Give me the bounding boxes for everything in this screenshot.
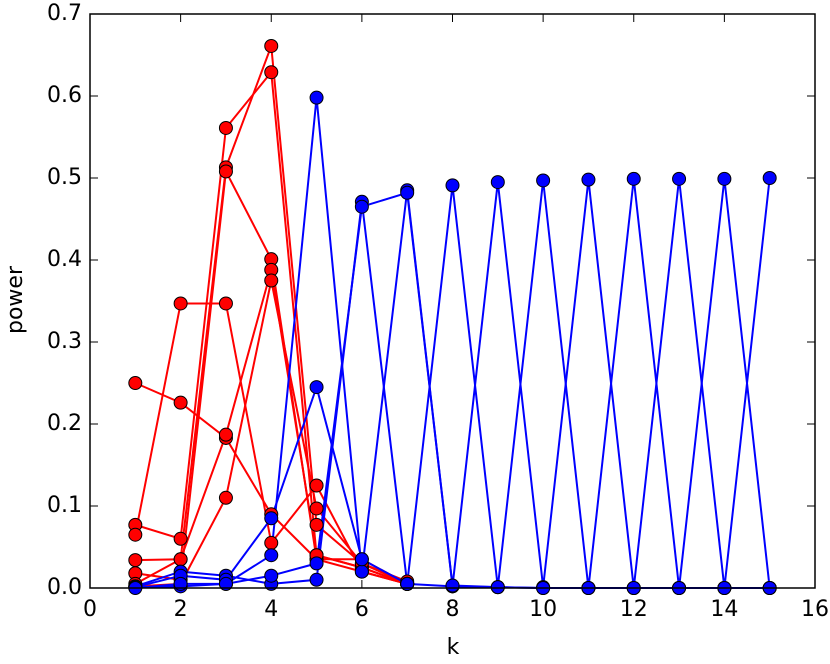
point [354, 199, 369, 214]
point [672, 171, 687, 186]
point [128, 376, 143, 390]
x-tick-label: 16 [801, 597, 829, 622]
point [264, 535, 279, 550]
point [309, 90, 324, 105]
point [264, 511, 279, 526]
point [264, 548, 279, 563]
point [173, 296, 188, 311]
y-tick-label: 0.0 [47, 575, 82, 600]
point [264, 568, 279, 583]
point [264, 38, 279, 53]
x-tick-label: 8 [446, 597, 460, 622]
y-tick-label: 0.2 [47, 411, 82, 436]
point [218, 427, 233, 442]
point [309, 556, 324, 571]
point [264, 65, 279, 80]
point [218, 490, 233, 505]
point [445, 178, 460, 193]
plot-frame [89, 13, 816, 589]
point [490, 580, 505, 595]
point [354, 552, 369, 567]
point [717, 171, 732, 186]
point [536, 173, 551, 188]
point [490, 175, 505, 190]
point [626, 171, 641, 186]
point [400, 576, 415, 591]
y-tick-label: 0.1 [47, 493, 82, 518]
point [173, 531, 188, 546]
x-tick-label: 6 [355, 597, 369, 622]
point [445, 578, 460, 593]
point [218, 120, 233, 135]
y-tick-label: 0.4 [47, 247, 82, 272]
x-tick-label: 4 [264, 597, 278, 622]
point [309, 572, 324, 587]
point [173, 395, 188, 410]
point [581, 172, 596, 187]
series-line [135, 191, 770, 589]
point [309, 501, 324, 516]
y-tick-label: 0.7 [47, 1, 82, 26]
point [173, 552, 188, 567]
x-tick-label: 10 [529, 597, 557, 622]
point [354, 564, 369, 579]
x-tick-label: 0 [83, 597, 97, 622]
point [128, 527, 143, 542]
point [309, 478, 324, 493]
y-tick-label: 0.5 [47, 165, 82, 190]
point [218, 576, 233, 591]
point [128, 553, 143, 568]
series-line [135, 45, 408, 583]
y-tick-label: 0.3 [47, 329, 82, 354]
point [762, 171, 777, 185]
point [400, 185, 415, 200]
point [218, 164, 233, 179]
x-axis-label: k [447, 635, 460, 660]
point [218, 296, 233, 311]
point [173, 576, 188, 591]
point [309, 517, 324, 532]
point [309, 380, 324, 395]
y-tick-label: 0.6 [47, 83, 82, 108]
x-tick-label: 12 [620, 597, 648, 622]
x-tick-label: 14 [710, 597, 738, 622]
series-line [135, 178, 771, 589]
y-axis-label: power [3, 265, 28, 334]
x-tick-label: 2 [174, 597, 188, 622]
point [264, 273, 279, 288]
